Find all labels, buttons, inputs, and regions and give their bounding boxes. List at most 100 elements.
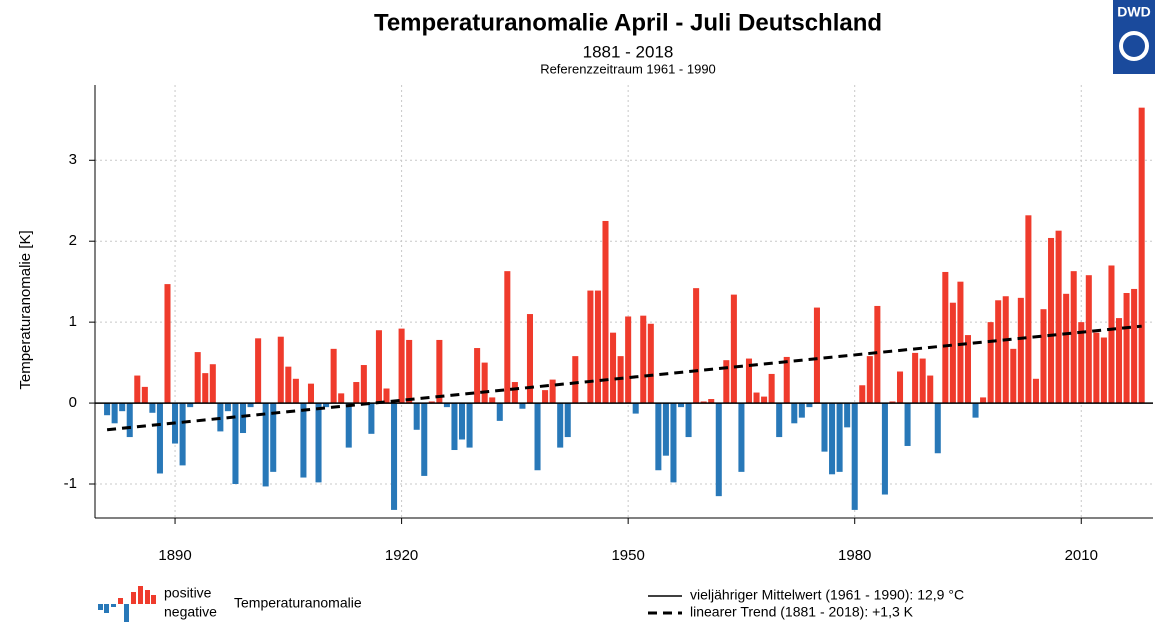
legend-icon-bar — [104, 604, 109, 613]
bar — [919, 358, 926, 404]
bar — [1123, 293, 1130, 404]
bar — [270, 403, 277, 472]
bar — [881, 403, 888, 495]
bar — [315, 403, 322, 483]
legend-icon-bar — [131, 592, 136, 604]
bar — [927, 375, 934, 404]
bar — [572, 356, 579, 404]
bar — [972, 403, 979, 418]
bar — [677, 403, 685, 408]
bar — [957, 281, 964, 404]
bar — [1025, 215, 1032, 404]
legend-anomaly: Temperaturanomalie — [234, 595, 362, 611]
legend-icon-bar — [151, 595, 156, 604]
logo — [1113, 0, 1155, 74]
bar — [466, 403, 473, 448]
chart-title: Temperaturanomalie April - Juli Deutschl… — [374, 9, 882, 36]
bar — [239, 403, 247, 434]
bar — [360, 365, 367, 404]
bar — [753, 392, 760, 404]
bar — [708, 399, 715, 404]
bar — [761, 396, 768, 404]
bar — [610, 332, 617, 404]
bar — [458, 403, 466, 440]
bar — [632, 403, 639, 414]
bar — [413, 403, 420, 430]
bar — [745, 358, 753, 404]
bar — [655, 403, 662, 471]
bar — [587, 290, 594, 404]
bar — [1010, 348, 1017, 404]
bar — [851, 403, 858, 510]
bar — [647, 323, 654, 404]
bar — [368, 403, 375, 434]
bar — [791, 403, 798, 424]
bar — [934, 403, 941, 454]
bar — [474, 348, 481, 404]
bar — [980, 397, 987, 404]
legend-trend: linearer Trend (1881 - 2018): +1,3 K — [690, 604, 914, 620]
bar — [670, 403, 677, 483]
bar — [398, 328, 405, 404]
bar — [995, 300, 1002, 404]
bar — [194, 352, 201, 404]
bar — [912, 352, 919, 404]
y-axis-label: Temperaturanomalie [K] — [17, 230, 34, 389]
bar — [1131, 288, 1138, 404]
bar — [428, 401, 435, 404]
bar — [1138, 107, 1145, 404]
bar — [141, 386, 148, 404]
bar — [534, 403, 541, 471]
legend-icon-bar — [124, 604, 129, 622]
bar — [783, 356, 790, 404]
bar — [640, 315, 647, 404]
bar — [1085, 275, 1092, 404]
bar — [1017, 297, 1024, 404]
bar — [156, 403, 163, 474]
bar — [353, 382, 360, 404]
bar — [436, 339, 443, 404]
bar — [224, 403, 231, 412]
bar — [323, 403, 330, 408]
bar — [1032, 378, 1039, 404]
bar — [904, 403, 911, 446]
bar — [625, 316, 632, 404]
bar — [685, 403, 692, 438]
bar — [1002, 296, 1009, 404]
bar — [255, 338, 262, 404]
bar — [798, 403, 805, 418]
bar — [549, 379, 556, 404]
bar — [542, 390, 549, 404]
y-tick-label: 0 — [69, 394, 77, 411]
bar — [292, 378, 299, 404]
bar — [119, 403, 126, 412]
bar — [1100, 337, 1107, 404]
bar — [557, 403, 564, 448]
bar — [859, 385, 866, 404]
x-tick-label: 2010 — [1065, 547, 1098, 564]
logo-text: DWD — [1117, 4, 1150, 20]
bar — [844, 403, 851, 428]
x-tick-label: 1920 — [385, 547, 418, 564]
bar — [504, 271, 511, 404]
y-tick-label: 2 — [69, 232, 77, 249]
bar — [262, 403, 269, 487]
bar — [662, 403, 669, 456]
bar — [421, 403, 428, 476]
bar — [443, 403, 450, 408]
bar — [821, 403, 828, 452]
legend-icon-bar — [118, 598, 123, 604]
bar — [277, 336, 284, 404]
bar — [1108, 265, 1115, 404]
bar — [345, 403, 352, 448]
bar — [406, 339, 413, 404]
legend: positive negative Temperaturanomalie vie… — [164, 585, 964, 620]
y-tick-label: 3 — [69, 151, 77, 168]
y-tick-label: 1 — [69, 313, 77, 330]
bar — [1063, 293, 1070, 404]
bar — [836, 403, 843, 472]
bar — [391, 403, 398, 510]
legend-negative: negative — [164, 604, 217, 620]
bar — [489, 397, 496, 404]
